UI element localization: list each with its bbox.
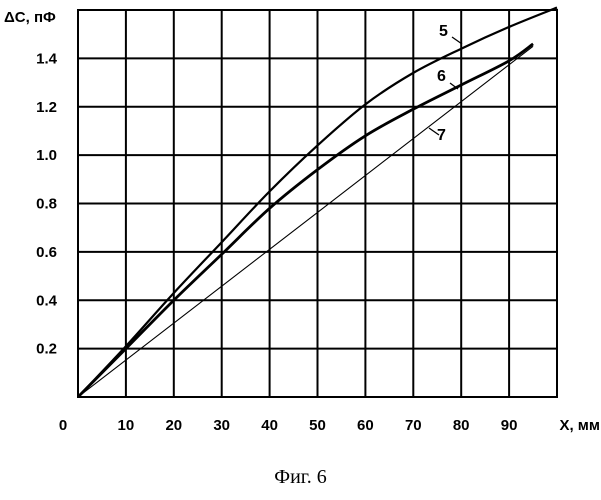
line-chart: 5 6 7 10 20 30 40 50 60 70 80 90 0.2 0.4 0.6 0.8 1.0 1.2… (0, 0, 601, 460)
y-tick-label: 0.6 (36, 244, 57, 261)
series-label-5: 5 (439, 23, 448, 40)
y-tick-label: 0.4 (36, 292, 58, 309)
series-labels: 5 6 7 (429, 23, 462, 144)
x-tick-label: 70 (405, 417, 422, 434)
y-tick-label: 0.8 (36, 196, 57, 213)
y-axis-title: ΔC, пФ (4, 9, 56, 26)
x-tick-label: 90 (501, 417, 518, 434)
origin-label: 0 (59, 417, 67, 434)
x-tick-label: 30 (213, 417, 230, 434)
y-tick-label: 1.4 (36, 50, 58, 67)
series-label-7: 7 (437, 127, 446, 144)
y-tick-label: 1.0 (36, 147, 57, 164)
x-tick-label: 10 (118, 417, 135, 434)
x-tick-label: 20 (165, 417, 182, 434)
figure-caption: Фиг. 6 (0, 466, 601, 489)
grid (78, 10, 557, 397)
x-tick-label: 50 (309, 417, 326, 434)
x-tick-label: 80 (453, 417, 470, 434)
y-tick-label: 1.2 (36, 99, 57, 116)
x-tick-label: 40 (261, 417, 278, 434)
y-tick-label: 0.2 (36, 341, 57, 358)
x-axis-title: X, мм (559, 417, 600, 434)
series-line-7 (78, 46, 533, 397)
tick-labels: 10 20 30 40 50 60 70 80 90 0.2 0.4 0.6 0.8 1.0 1.2 1.4 0 (36, 50, 517, 434)
x-tick-label: 60 (357, 417, 374, 434)
series-label-6: 6 (437, 68, 446, 85)
